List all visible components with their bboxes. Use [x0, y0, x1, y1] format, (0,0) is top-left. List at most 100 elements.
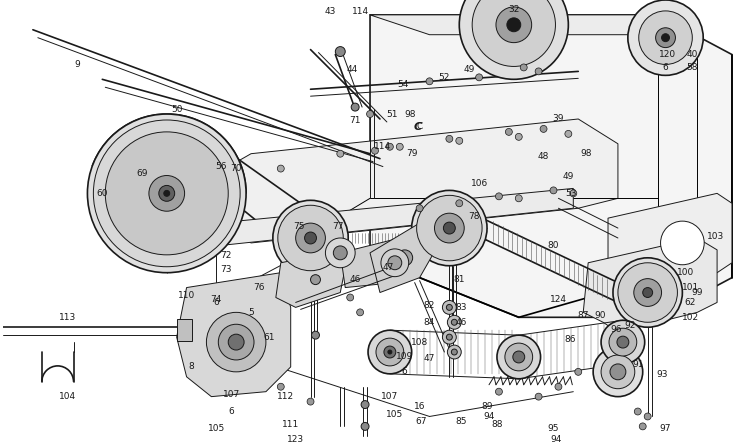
Circle shape [381, 249, 409, 277]
Circle shape [662, 34, 669, 42]
Text: 61: 61 [263, 333, 275, 341]
Circle shape [412, 190, 487, 266]
Text: 43: 43 [325, 8, 336, 16]
Polygon shape [341, 238, 415, 288]
Circle shape [520, 64, 527, 71]
Circle shape [506, 128, 512, 135]
Text: 97: 97 [660, 424, 672, 433]
Text: 46: 46 [456, 318, 467, 327]
Circle shape [515, 133, 522, 140]
Circle shape [660, 221, 704, 265]
Polygon shape [217, 188, 573, 246]
Circle shape [417, 195, 482, 261]
Circle shape [159, 186, 175, 201]
Circle shape [609, 328, 636, 356]
Circle shape [347, 294, 353, 301]
Text: 107: 107 [223, 390, 240, 399]
Text: C: C [414, 122, 422, 132]
Text: 74: 74 [211, 295, 222, 304]
Circle shape [416, 205, 423, 212]
Text: 52: 52 [438, 73, 450, 82]
Circle shape [627, 0, 703, 75]
Text: 49: 49 [463, 65, 475, 74]
Circle shape [105, 132, 229, 255]
Circle shape [656, 28, 675, 48]
Circle shape [495, 193, 503, 200]
Text: 47: 47 [382, 263, 394, 272]
Text: 16: 16 [414, 402, 425, 411]
Text: 72: 72 [220, 251, 232, 260]
Circle shape [356, 309, 364, 316]
Circle shape [451, 319, 457, 325]
Circle shape [435, 213, 464, 243]
Text: 73: 73 [220, 265, 232, 274]
Circle shape [397, 250, 412, 266]
Polygon shape [583, 238, 717, 332]
Text: 104: 104 [59, 392, 76, 401]
Text: 88: 88 [492, 420, 503, 429]
Circle shape [513, 351, 524, 363]
Text: 51: 51 [386, 110, 397, 119]
Text: 100: 100 [677, 268, 694, 277]
Circle shape [388, 350, 392, 354]
Circle shape [456, 137, 462, 144]
Circle shape [593, 347, 642, 396]
Circle shape [444, 222, 456, 234]
Circle shape [535, 68, 542, 75]
Circle shape [229, 334, 244, 350]
Text: 102: 102 [682, 313, 699, 322]
Circle shape [371, 147, 379, 154]
Circle shape [333, 246, 347, 260]
Polygon shape [370, 15, 697, 35]
Circle shape [456, 200, 462, 207]
Text: 67: 67 [416, 417, 427, 426]
Text: 123: 123 [287, 435, 304, 444]
Text: 84: 84 [424, 318, 436, 327]
Circle shape [442, 330, 456, 344]
Polygon shape [608, 193, 732, 293]
Circle shape [644, 413, 651, 420]
Text: 6: 6 [663, 63, 669, 72]
Text: C: C [417, 123, 423, 131]
Circle shape [164, 190, 170, 196]
Text: 46: 46 [350, 275, 361, 284]
Text: 120: 120 [659, 50, 676, 59]
Text: 106: 106 [471, 179, 488, 188]
Text: 9: 9 [75, 60, 81, 69]
Circle shape [278, 205, 344, 271]
Text: 86: 86 [565, 335, 576, 344]
Circle shape [476, 74, 483, 81]
Text: 80: 80 [548, 242, 560, 250]
Circle shape [311, 275, 320, 285]
Text: 78: 78 [468, 212, 480, 221]
Text: 56: 56 [216, 162, 227, 171]
Text: 105: 105 [208, 424, 225, 433]
Text: 47: 47 [424, 354, 436, 364]
Text: 79: 79 [406, 149, 418, 158]
Text: 6: 6 [402, 367, 408, 377]
Circle shape [451, 349, 457, 355]
Circle shape [397, 143, 403, 150]
Text: 6: 6 [229, 407, 234, 416]
Text: 111: 111 [282, 420, 300, 429]
Text: 92: 92 [624, 321, 636, 330]
Circle shape [472, 0, 556, 67]
Text: 94: 94 [551, 435, 562, 444]
Circle shape [206, 312, 266, 372]
Polygon shape [370, 15, 732, 317]
Circle shape [368, 330, 412, 374]
Circle shape [361, 400, 369, 408]
Circle shape [337, 150, 344, 157]
Text: 48: 48 [538, 152, 549, 161]
Circle shape [335, 47, 345, 56]
Circle shape [447, 315, 461, 329]
Text: 50: 50 [171, 105, 182, 114]
Circle shape [540, 126, 547, 132]
Circle shape [426, 78, 433, 85]
Circle shape [446, 135, 453, 142]
Text: 62: 62 [685, 298, 696, 307]
Circle shape [570, 190, 577, 197]
Text: 58: 58 [686, 63, 698, 72]
Text: 6: 6 [214, 298, 219, 307]
Text: 112: 112 [277, 392, 294, 401]
